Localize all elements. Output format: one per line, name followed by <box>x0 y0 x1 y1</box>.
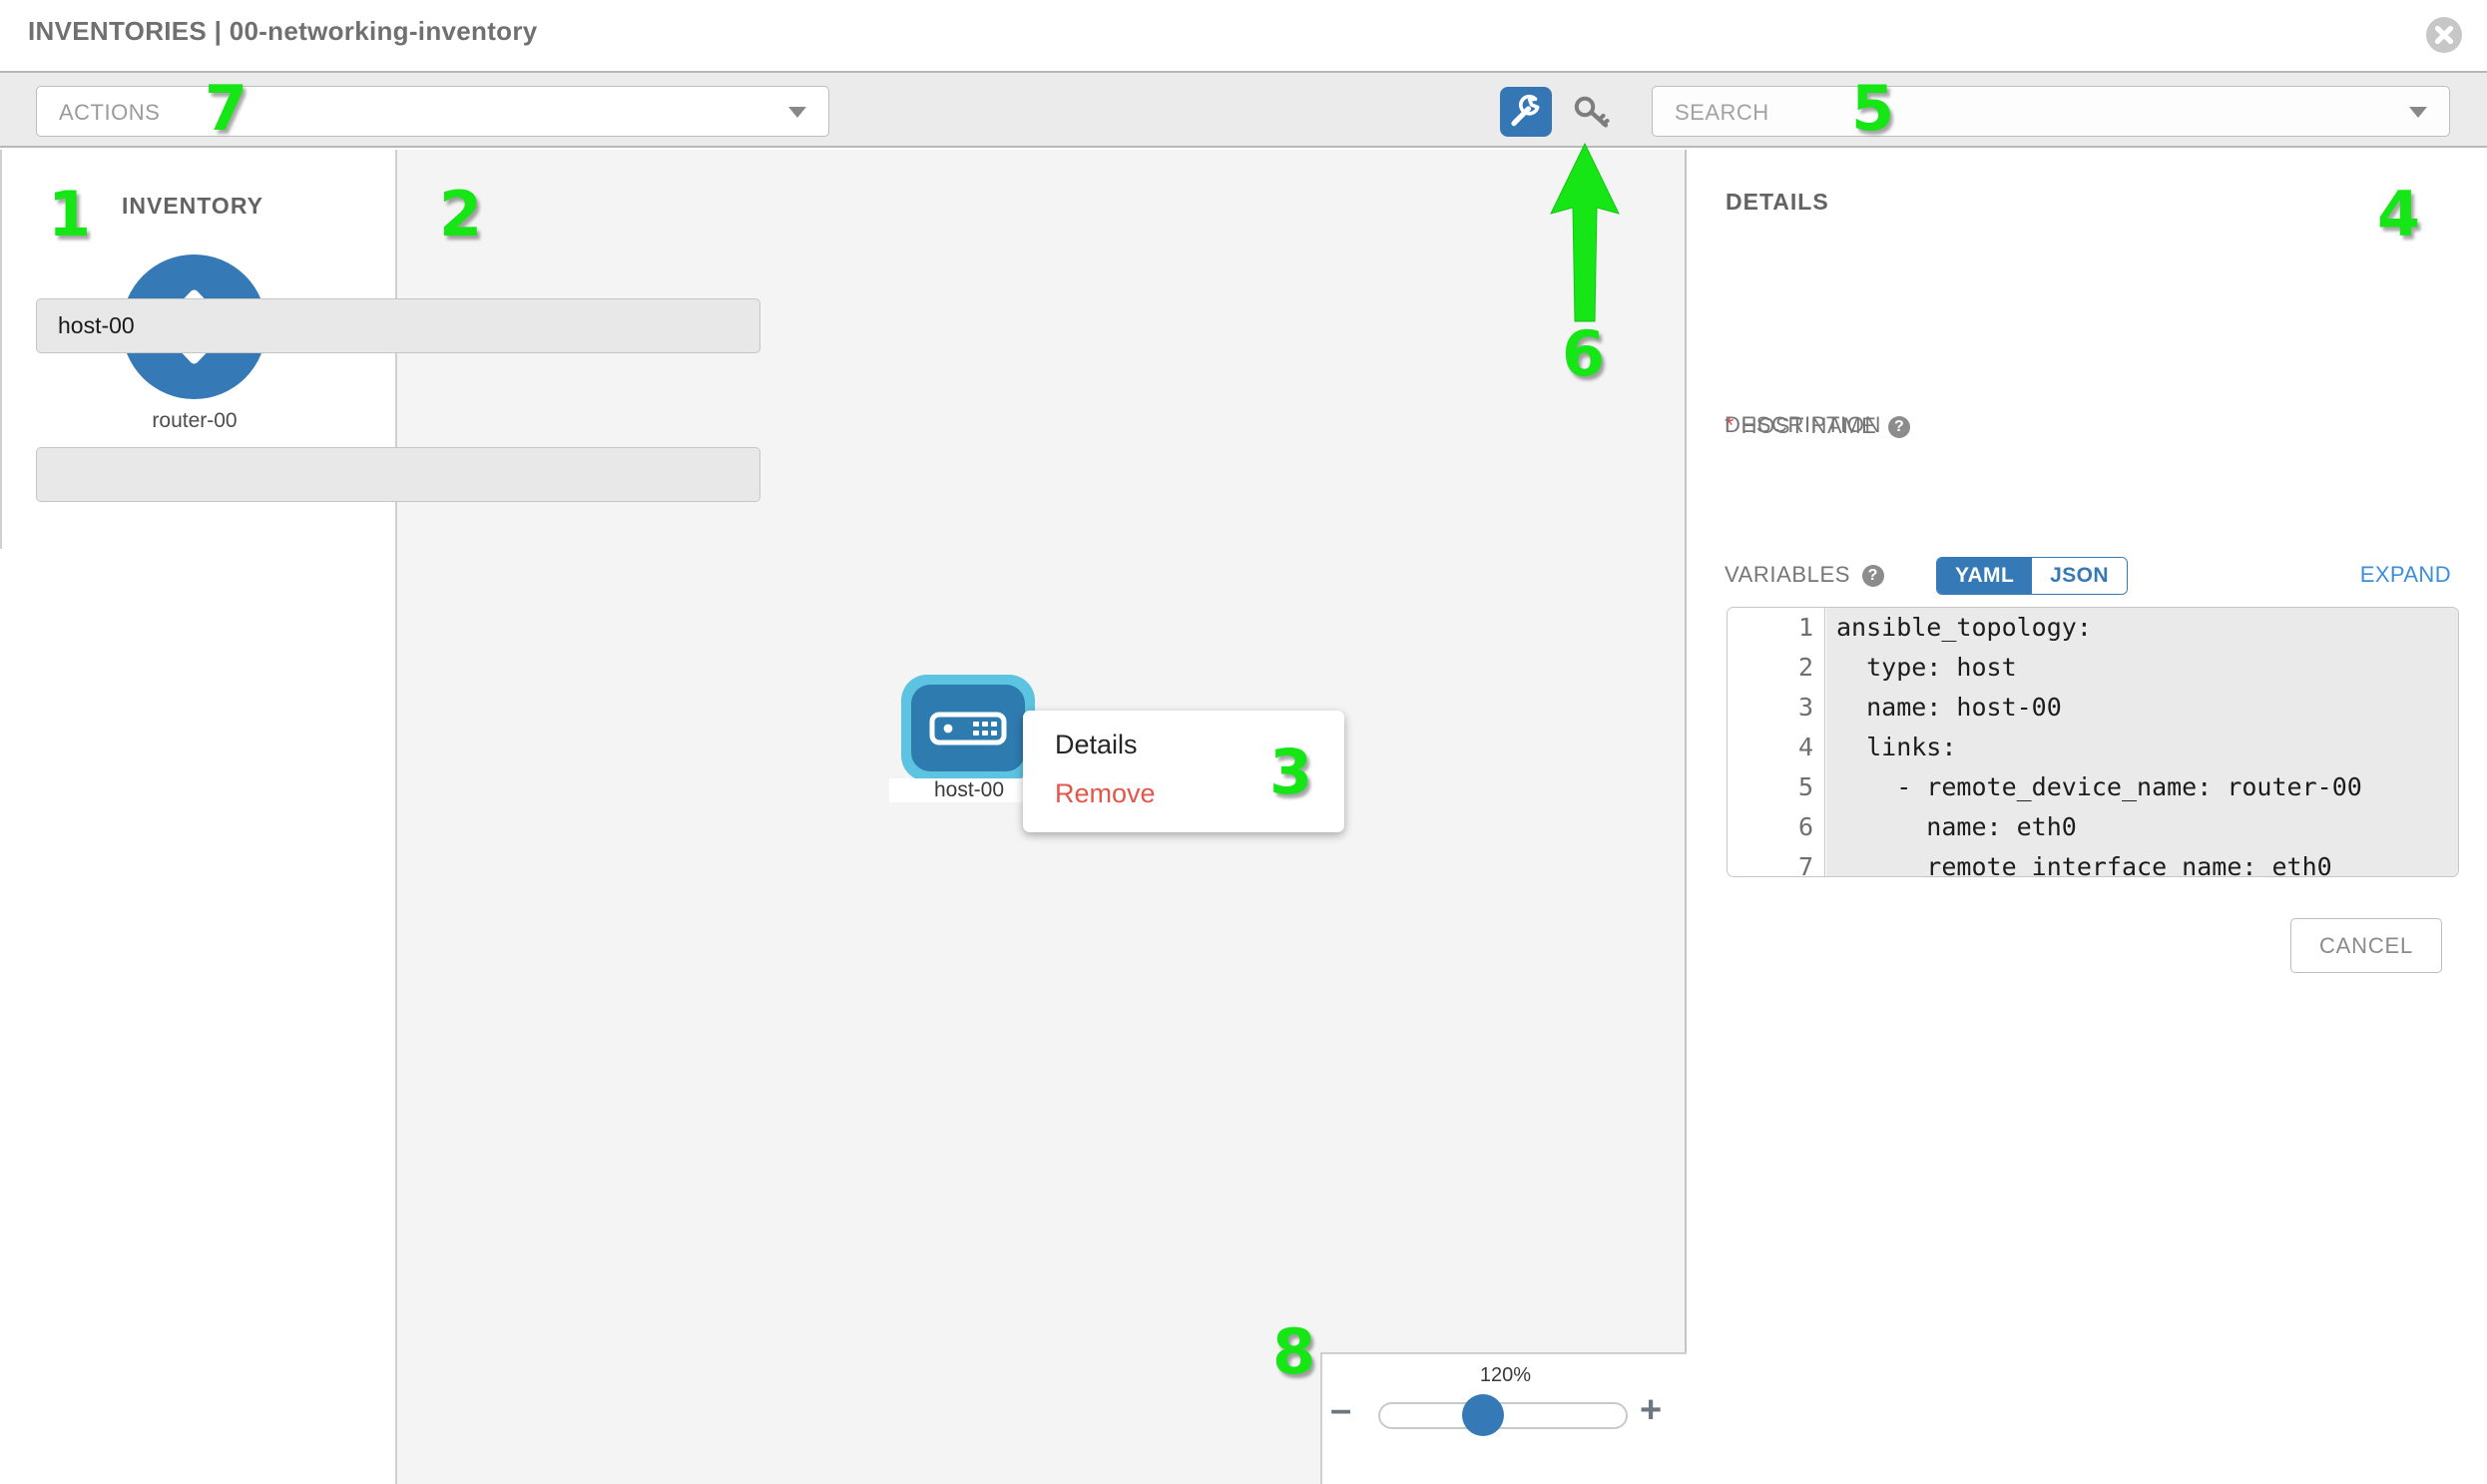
search-placeholder: SEARCH <box>1675 100 1769 125</box>
key-icon-glyph <box>1574 96 1610 128</box>
close-icon-glyph <box>2434 25 2454 45</box>
code-line: name: host-00 <box>1836 693 2062 722</box>
host-name-label-text: HOST NAME <box>1741 413 1877 438</box>
wrench-icon[interactable] <box>1500 87 1552 137</box>
host-name-field[interactable] <box>36 298 760 353</box>
code-line: ansible_topology: <box>1836 613 2092 642</box>
inventory-sidebar-title: INVENTORY <box>122 193 263 219</box>
variables-editor[interactable]: 1 2 3 4 5 6 7 ansible_topology: type: ho… <box>1727 607 2459 877</box>
line-number: 4 <box>1797 733 1813 761</box>
description-label: DESCRIPTION <box>1725 412 1881 437</box>
toolbar: ACTIONS SEARCH <box>0 71 2487 148</box>
editor-line-numbers: 1 2 3 4 5 6 7 <box>1728 608 1825 876</box>
code-line: name: eth0 <box>1836 812 2077 841</box>
chevron-down-icon <box>788 107 806 118</box>
zoom-control-panel: 120% – + <box>1320 1352 1687 1484</box>
code-line: links: <box>1836 733 1957 761</box>
line-number: 2 <box>1797 653 1813 682</box>
format-option-json[interactable]: JSON <box>2032 558 2127 594</box>
editor-code-content[interactable]: ansible_topology: type: host name: host-… <box>1826 608 2458 876</box>
variables-format-toggle[interactable]: YAML JSON <box>1936 557 2128 595</box>
key-icon[interactable] <box>1572 91 1616 133</box>
wrench-icon-glyph <box>1511 94 1540 127</box>
line-number: 3 <box>1797 693 1813 722</box>
chevron-down-icon <box>2409 107 2427 118</box>
code-line: - remote_device_name: router-00 <box>1836 772 2362 801</box>
topology-node-host[interactable]: host-00 <box>889 675 1049 802</box>
code-line: remote_interface_name: eth0 <box>1836 852 2332 877</box>
format-option-yaml[interactable]: YAML <box>1937 558 2033 594</box>
context-menu-item-details[interactable]: Details <box>1055 730 1138 759</box>
zoom-slider-thumb[interactable] <box>1462 1394 1504 1436</box>
zoom-percent-label: 120% <box>1479 1364 1532 1386</box>
zoom-in-button[interactable]: + <box>1640 1389 1663 1431</box>
zoom-out-button[interactable]: – <box>1330 1389 1352 1431</box>
line-number: 6 <box>1797 812 1813 841</box>
description-field[interactable] <box>36 447 760 502</box>
inventory-sidebar-lower <box>0 549 397 1484</box>
actions-dropdown-label: ACTIONS <box>59 100 161 125</box>
close-icon[interactable] <box>2426 17 2462 53</box>
server-device-icon <box>929 712 1007 744</box>
expand-variables-link[interactable]: EXPAND <box>2359 562 2451 587</box>
page-title: INVENTORIES | 00-networking-inventory <box>28 16 538 46</box>
required-marker: * <box>1725 412 1735 439</box>
host-name-label: * HOST NAME ? <box>1725 412 1911 440</box>
variables-label: VARIABLES ? <box>1725 562 1884 588</box>
context-menu-item-remove[interactable]: Remove <box>1055 778 1156 808</box>
node-context-menu: Details Remove <box>1023 711 1344 832</box>
code-line: type: host <box>1836 653 2017 682</box>
question-mark-icon[interactable]: ? <box>1861 565 1884 588</box>
details-panel-title: DETAILS <box>1726 189 1829 215</box>
window-header: INVENTORIES | 00-networking-inventory <box>0 0 2487 71</box>
line-number: 7 <box>1797 852 1813 877</box>
question-mark-icon[interactable]: ? <box>1888 416 1911 439</box>
topology-node-label: host-00 <box>889 778 1049 802</box>
line-number: 5 <box>1797 772 1813 801</box>
search-input[interactable]: SEARCH <box>1652 86 2450 137</box>
inventory-item-label: router-00 <box>152 409 238 432</box>
cancel-button[interactable]: CANCEL <box>2290 918 2442 973</box>
actions-dropdown[interactable]: ACTIONS <box>36 86 829 137</box>
line-number: 1 <box>1797 613 1813 642</box>
host-node-shape <box>901 675 1035 781</box>
host-node-body <box>911 685 1025 771</box>
variables-label-text: VARIABLES <box>1725 562 1851 587</box>
